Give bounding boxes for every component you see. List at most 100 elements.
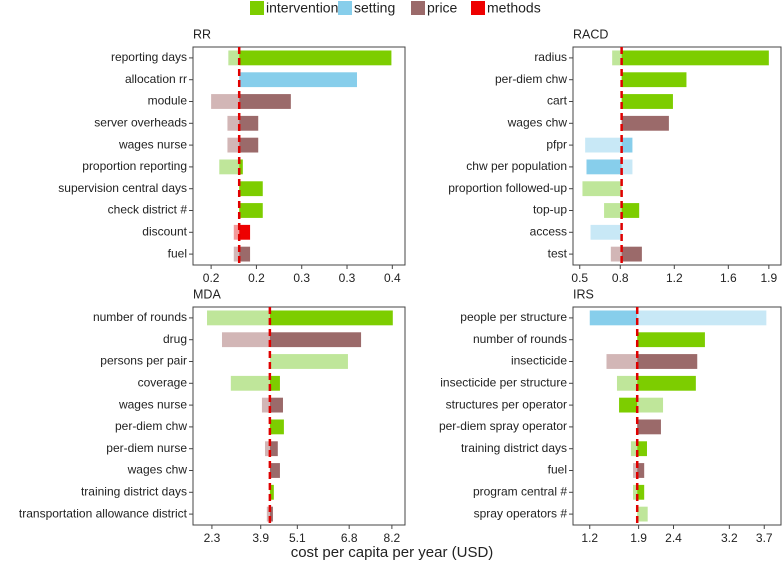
y-tick-label: per-diem nurse xyxy=(106,441,187,455)
x-tick-label: 2.3 xyxy=(204,531,221,545)
bar xyxy=(269,484,274,500)
bar xyxy=(266,506,270,522)
bar xyxy=(585,137,622,153)
bar xyxy=(637,441,647,457)
y-tick-label: coverage xyxy=(138,375,188,389)
bar xyxy=(239,203,263,218)
y-tick-label: allocation rr xyxy=(125,72,187,86)
bar xyxy=(269,506,273,522)
bar xyxy=(269,332,362,348)
plot-frame xyxy=(192,306,406,526)
panel-title: RR xyxy=(193,27,211,41)
bar xyxy=(230,375,270,391)
y-tick-label: fuel xyxy=(168,246,187,260)
bar xyxy=(621,246,642,262)
bar xyxy=(621,137,633,153)
y-tick-label: proportion reporting xyxy=(82,159,187,173)
y-tick-label: module xyxy=(148,94,188,108)
x-tick-label: 0.5 xyxy=(571,271,588,285)
bar xyxy=(637,484,645,500)
x-tick-label: 0.8 xyxy=(612,271,629,285)
bar xyxy=(637,419,661,435)
bar xyxy=(621,159,633,175)
bar xyxy=(589,310,638,326)
bar xyxy=(633,463,638,478)
bar xyxy=(269,354,348,369)
legend-label: intervention xyxy=(266,0,338,16)
bar xyxy=(269,375,280,391)
y-tick-label: cart xyxy=(547,94,568,108)
bar xyxy=(616,375,638,391)
x-tick-label: 5.1 xyxy=(289,531,306,545)
y-tick-label: wages chw xyxy=(127,463,188,477)
bar xyxy=(261,397,270,413)
bar xyxy=(227,115,240,131)
x-tick-label: 0.2 xyxy=(203,271,220,285)
x-tick-label: 3.9 xyxy=(252,531,269,545)
panel-title: RACD xyxy=(573,27,608,41)
bar xyxy=(621,50,769,66)
y-tick-label: wages nurse xyxy=(118,397,187,411)
y-tick-label: chw per population xyxy=(466,159,567,173)
bar xyxy=(269,419,284,435)
y-tick-label: test xyxy=(548,246,568,260)
legend-swatch xyxy=(250,1,264,15)
bar xyxy=(239,137,259,153)
y-tick-label: training district days xyxy=(81,484,187,498)
y-tick-label: transportation allowance district xyxy=(19,506,188,520)
y-tick-label: reporting days xyxy=(111,50,187,64)
bar xyxy=(233,224,240,240)
x-tick-label: 3.2 xyxy=(721,531,738,545)
plot-frame xyxy=(572,306,782,526)
y-tick-label: insecticide xyxy=(511,354,567,368)
panel-title: MDA xyxy=(193,287,221,301)
bar xyxy=(221,332,270,348)
bar xyxy=(239,224,251,240)
y-tick-label: number of rounds xyxy=(473,332,567,346)
y-tick-label: per-diem chw xyxy=(115,419,187,433)
y-tick-label: drug xyxy=(163,332,187,346)
bar xyxy=(612,50,622,66)
bar xyxy=(211,94,240,109)
bar xyxy=(637,332,705,348)
x-tick-label: 1.2 xyxy=(581,531,598,545)
legend-label: price xyxy=(427,0,458,16)
y-tick-label: training district days xyxy=(461,441,567,455)
bar xyxy=(239,181,263,197)
bar xyxy=(228,50,240,66)
bar xyxy=(637,375,696,391)
plot-frame xyxy=(192,46,406,266)
legend-swatch xyxy=(411,1,425,15)
bar xyxy=(633,484,638,500)
bar xyxy=(239,246,251,262)
bar xyxy=(606,354,638,369)
bar xyxy=(269,441,278,457)
y-tick-label: structures per operator xyxy=(446,397,567,411)
bar xyxy=(239,94,291,109)
x-tick-label: 1.9 xyxy=(761,271,778,285)
y-tick-label: wages chw xyxy=(507,115,568,129)
y-tick-label: per-diem chw xyxy=(495,72,567,86)
bar xyxy=(239,72,357,88)
y-tick-label: radius xyxy=(534,50,567,64)
x-tick-label: 1.9 xyxy=(630,531,647,545)
y-tick-label: people per structure xyxy=(460,310,567,324)
y-tick-label: supervision central days xyxy=(58,181,187,195)
legend-label: methods xyxy=(487,0,541,16)
x-tick-label: 0.4 xyxy=(384,271,401,285)
bar xyxy=(637,506,648,522)
y-tick-label: pfpr xyxy=(546,137,567,151)
y-tick-label: fuel xyxy=(548,463,567,477)
y-tick-label: number of rounds xyxy=(93,310,187,324)
y-tick-label: wages nurse xyxy=(118,137,187,151)
bar xyxy=(264,441,270,457)
legend-swatch xyxy=(338,1,352,15)
y-tick-label: proportion followed-up xyxy=(448,181,567,195)
bar xyxy=(239,159,243,175)
bar xyxy=(269,463,280,478)
bar xyxy=(604,203,622,218)
bar xyxy=(269,310,393,326)
y-tick-label: persons per pair xyxy=(100,354,187,368)
bar xyxy=(630,441,638,457)
